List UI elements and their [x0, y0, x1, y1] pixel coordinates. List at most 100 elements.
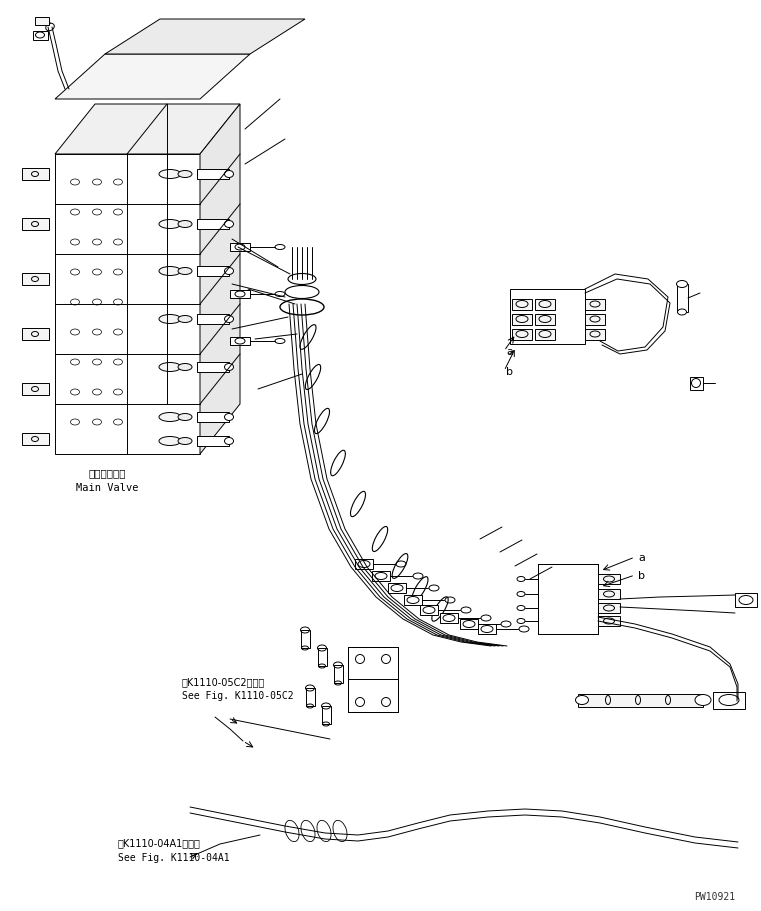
Bar: [348, 648, 398, 712]
Bar: [22, 219, 49, 230]
Bar: [230, 338, 250, 345]
Bar: [230, 244, 250, 251]
Ellipse shape: [285, 286, 319, 299]
Ellipse shape: [159, 220, 181, 230]
Bar: [512, 330, 532, 341]
Text: See Fig. K1110-05C2: See Fig. K1110-05C2: [182, 691, 294, 701]
Bar: [334, 665, 343, 683]
Bar: [33, 32, 48, 41]
Bar: [197, 267, 229, 277]
Bar: [535, 330, 555, 341]
Bar: [690, 377, 703, 391]
Ellipse shape: [178, 438, 192, 445]
Bar: [538, 565, 598, 634]
Ellipse shape: [224, 414, 234, 421]
Ellipse shape: [178, 414, 192, 421]
Polygon shape: [200, 105, 240, 455]
Bar: [535, 300, 555, 311]
Ellipse shape: [224, 171, 234, 179]
Ellipse shape: [288, 274, 316, 285]
Bar: [388, 583, 406, 593]
Bar: [322, 706, 331, 724]
Text: Main Valve: Main Valve: [76, 483, 139, 493]
Ellipse shape: [280, 300, 324, 315]
Text: 第K1110-05C2図参照: 第K1110-05C2図参照: [182, 676, 266, 686]
Bar: [585, 300, 605, 311]
Ellipse shape: [159, 170, 181, 179]
Bar: [535, 314, 555, 325]
Bar: [318, 649, 327, 666]
Ellipse shape: [224, 438, 234, 445]
Text: b: b: [506, 366, 513, 376]
Bar: [197, 413, 229, 423]
Ellipse shape: [178, 221, 192, 229]
Ellipse shape: [677, 281, 687, 288]
Ellipse shape: [159, 315, 181, 324]
Ellipse shape: [178, 364, 192, 371]
Text: b: b: [638, 570, 645, 580]
Ellipse shape: [178, 171, 192, 179]
Bar: [677, 285, 688, 312]
Bar: [348, 648, 398, 712]
Bar: [538, 565, 598, 634]
Ellipse shape: [159, 413, 181, 422]
Ellipse shape: [224, 316, 234, 323]
Bar: [420, 605, 438, 615]
Bar: [197, 314, 229, 324]
Bar: [510, 290, 585, 344]
Bar: [598, 574, 620, 584]
Ellipse shape: [159, 267, 181, 276]
Bar: [22, 434, 49, 445]
Polygon shape: [55, 55, 250, 100]
Ellipse shape: [739, 596, 753, 605]
Bar: [598, 617, 620, 627]
Polygon shape: [55, 105, 240, 155]
Bar: [22, 273, 49, 286]
Bar: [598, 603, 620, 613]
Text: a: a: [506, 346, 513, 356]
Bar: [35, 18, 49, 26]
Bar: [197, 220, 229, 230]
Bar: [440, 613, 458, 623]
Ellipse shape: [224, 364, 234, 371]
Ellipse shape: [719, 695, 739, 706]
Bar: [478, 624, 496, 634]
Text: a: a: [638, 552, 645, 562]
Bar: [197, 363, 229, 373]
Bar: [197, 169, 229, 179]
Ellipse shape: [575, 696, 588, 705]
Ellipse shape: [224, 268, 234, 275]
Bar: [355, 559, 373, 569]
Polygon shape: [105, 20, 305, 55]
Ellipse shape: [677, 310, 686, 315]
Ellipse shape: [692, 379, 700, 388]
Ellipse shape: [159, 437, 181, 446]
Bar: [585, 314, 605, 325]
Bar: [713, 692, 745, 710]
Ellipse shape: [159, 363, 181, 372]
Polygon shape: [55, 155, 200, 455]
Bar: [22, 384, 49, 395]
Bar: [404, 596, 422, 605]
Bar: [372, 571, 390, 581]
Bar: [585, 330, 605, 341]
Ellipse shape: [178, 316, 192, 323]
Text: 第K1110-04A1図参照: 第K1110-04A1図参照: [118, 837, 201, 847]
Bar: [512, 300, 532, 311]
Bar: [578, 694, 703, 707]
Bar: [22, 169, 49, 180]
Bar: [512, 314, 532, 325]
Ellipse shape: [695, 695, 711, 706]
Bar: [735, 593, 757, 608]
Text: See Fig. K1110-04A1: See Fig. K1110-04A1: [118, 852, 230, 862]
Text: PW10921: PW10921: [695, 891, 736, 901]
Bar: [301, 630, 310, 649]
Bar: [598, 589, 620, 599]
Bar: [197, 436, 229, 446]
Ellipse shape: [178, 268, 192, 275]
Bar: [22, 329, 49, 341]
Bar: [460, 619, 478, 630]
Bar: [306, 688, 315, 706]
Bar: [230, 291, 250, 299]
Text: メインバルブ: メインバルブ: [88, 467, 126, 477]
